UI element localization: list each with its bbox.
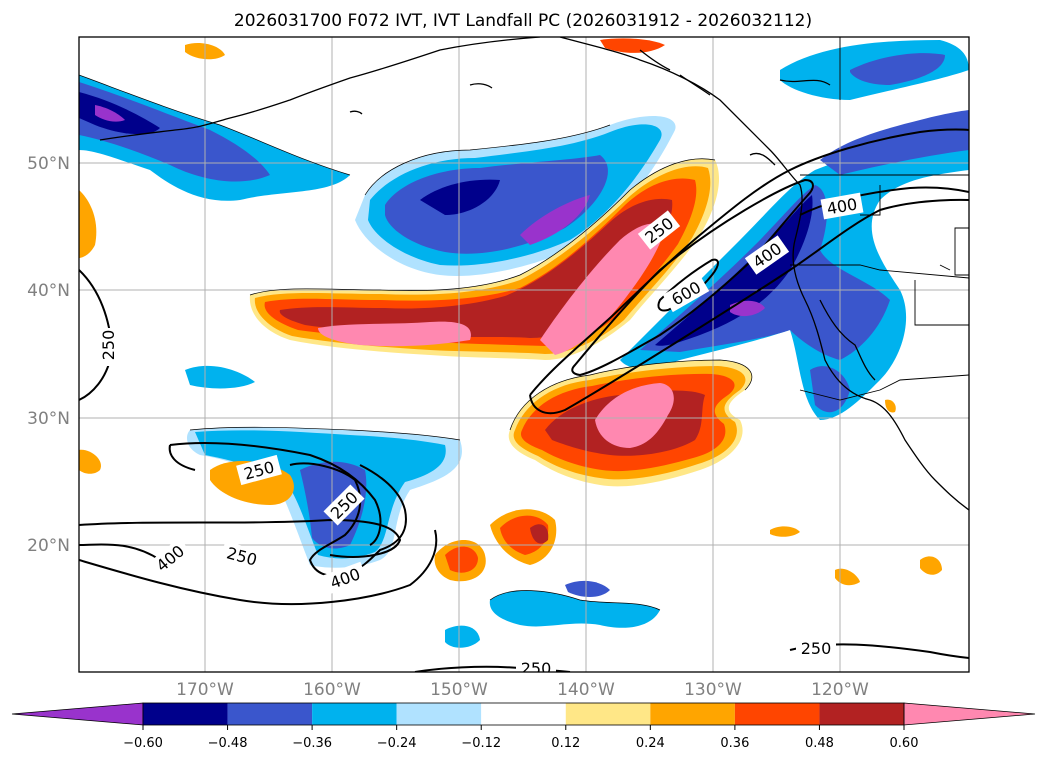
contour-label: 250 (521, 659, 552, 678)
colorbar-bin (397, 703, 482, 725)
colorbar-bin (566, 703, 651, 725)
figure-title: 2026031700 F072 IVT, IVT Landfall PC (20… (234, 11, 812, 31)
colorbar-bin (481, 703, 566, 725)
lon-label: 130°W (684, 680, 742, 700)
lon-label: 170°W (176, 680, 234, 700)
colorbar-bin (143, 703, 228, 725)
colorbar-tick-label: −0.12 (461, 736, 501, 751)
lat-label: 30°N (27, 409, 70, 429)
colorbar-bin (312, 703, 397, 725)
lat-label: 20°N (27, 536, 70, 556)
colorbar-bin (650, 703, 735, 725)
colorbar-extend-high (904, 703, 1035, 725)
contour-label: 250 (801, 639, 832, 658)
colorbar-tick-label: 0.60 (890, 736, 919, 751)
lat-label: 50°N (27, 154, 70, 174)
latitude-labels: 50°N 40°N 30°N 20°N (27, 154, 70, 556)
longitude-labels: 170°W 160°W 150°W 140°W 130°W 120°W (176, 680, 869, 700)
lon-label: 140°W (557, 680, 615, 700)
contour-label: 250 (99, 330, 118, 361)
lat-label: 40°N (27, 281, 70, 301)
colorbar-tick-label: −0.48 (208, 736, 248, 751)
colorbar-bin (735, 703, 820, 725)
colorbar-extend-low (12, 703, 143, 725)
colorbar-tick-label: 0.48 (805, 736, 834, 751)
map-panel: 250 250 250 250 250 250 250 400 400 400 … (79, 37, 969, 678)
colorbar-tick-label: −0.60 (123, 736, 163, 751)
colorbar-tick-label: 0.12 (551, 736, 580, 751)
lon-label: 150°W (430, 680, 488, 700)
colorbar-tick-label: −0.24 (377, 736, 417, 751)
lon-label: 120°W (811, 680, 869, 700)
colorbar-bin (228, 703, 313, 725)
lon-label: 160°W (303, 680, 361, 700)
colorbar-bin (819, 703, 904, 725)
colorbar-tick-label: −0.36 (292, 736, 332, 751)
colorbar-tick-label: 0.36 (720, 736, 749, 751)
colorbar: −0.60 −0.48 −0.36 −0.24 −0.12 0.12 0.24 0.36 0.4… (12, 703, 1035, 751)
colorbar-tick-label: 0.24 (636, 736, 665, 751)
